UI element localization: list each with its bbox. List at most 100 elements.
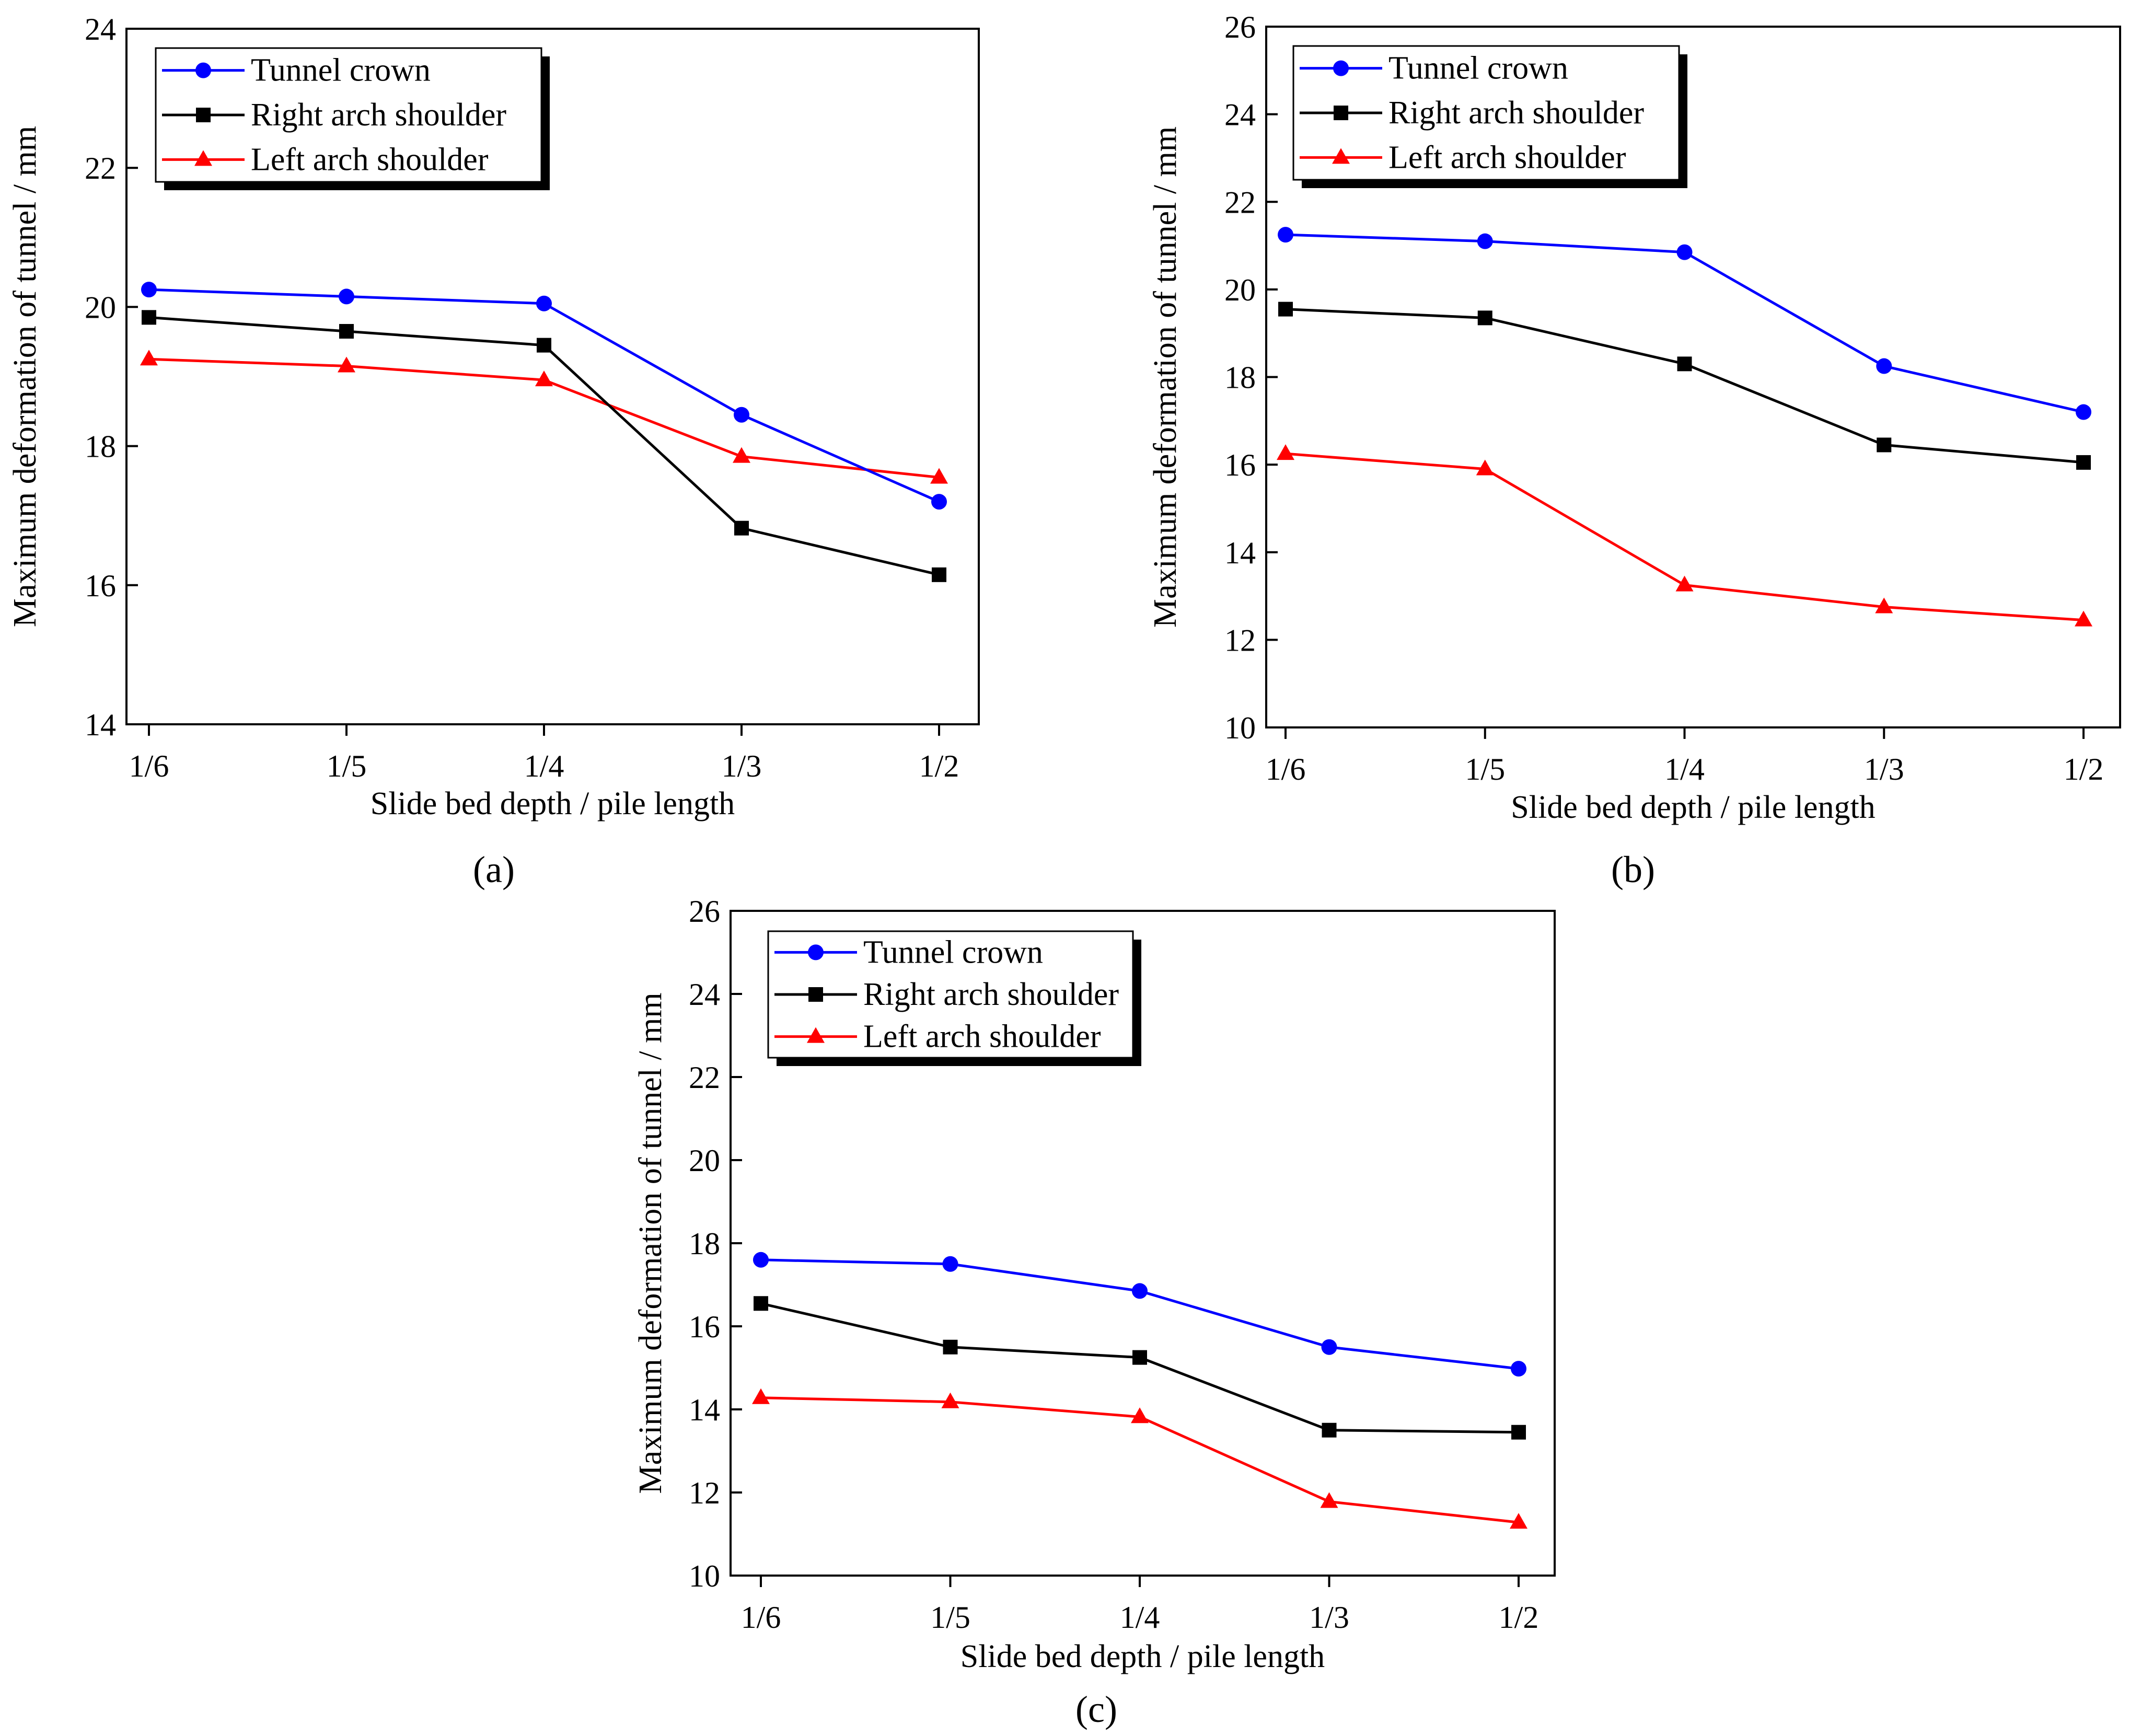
y-tick-label: 12 xyxy=(1224,623,1256,657)
y-tick-label: 10 xyxy=(1224,711,1256,745)
chart-panel-a: 14 16 18 20 22 24 1/6 1/5 1/4 1/3 1/2 Slide bed dep… xyxy=(7,12,980,821)
y-tick-label: 20 xyxy=(85,290,116,325)
panel-label-b: (b) xyxy=(1611,849,1655,890)
x-axis-title: Slide bed depth / pile length xyxy=(371,786,735,821)
data-point-tunnel-crown xyxy=(1132,1283,1148,1299)
legend-label-left-arch-shoulder: Left arch shoulder xyxy=(863,1019,1101,1055)
x-tick-label: 1/3 xyxy=(1864,752,1904,786)
x-tick-label: 1/6 xyxy=(741,1600,781,1635)
data-point-tunnel-crown xyxy=(734,407,749,423)
data-point-left-arch-shoulder xyxy=(140,350,158,366)
data-point-left-arch-shoulder xyxy=(1510,1513,1527,1529)
y-tick-label: 22 xyxy=(689,1060,720,1095)
legend-marker-right-arch-shoulder xyxy=(196,108,211,122)
y-tick-label: 20 xyxy=(1224,273,1256,307)
x-tick-label: 1/6 xyxy=(1266,752,1306,786)
data-point-left-arch-shoulder xyxy=(338,356,355,373)
data-point-right-arch-shoulder xyxy=(1511,1425,1526,1440)
y-tick-label: 16 xyxy=(1224,448,1256,482)
data-point-tunnel-crown xyxy=(339,288,354,305)
legend: Tunnel crown Right arch shoulder Left arch… xyxy=(767,930,1141,1066)
y-tick-label: 24 xyxy=(85,12,116,47)
data-point-left-arch-shoulder xyxy=(535,371,553,387)
data-point-right-arch-shoulder xyxy=(142,310,156,325)
x-tick-label: 1/4 xyxy=(1120,1600,1160,1635)
data-point-tunnel-crown xyxy=(141,282,157,298)
y-tick-label: 20 xyxy=(689,1143,720,1178)
legend-marker-tunnel-crown xyxy=(195,62,211,78)
data-point-right-arch-shoulder xyxy=(1322,1422,1337,1438)
x-tick-label: 1/4 xyxy=(524,749,564,783)
data-point-right-arch-shoulder xyxy=(1278,302,1293,317)
y-tick-label: 24 xyxy=(1224,98,1256,132)
data-point-tunnel-crown xyxy=(931,494,947,510)
legend-label-left-arch-shoulder: Left arch shoulder xyxy=(1388,140,1626,175)
legend-label-tunnel-crown: Tunnel crown xyxy=(1388,51,1568,86)
x-tick-label: 1/3 xyxy=(1309,1600,1349,1635)
y-tick-label: 14 xyxy=(85,708,116,742)
y-tick-label: 22 xyxy=(1224,185,1256,219)
data-point-left-arch-shoulder xyxy=(1131,1407,1149,1423)
legend-marker-left-arch-shoulder xyxy=(194,150,212,166)
legend-label-left-arch-shoulder: Left arch shoulder xyxy=(251,142,489,177)
data-point-left-arch-shoulder xyxy=(930,468,948,484)
x-tick-label: 1/2 xyxy=(1499,1600,1539,1635)
data-point-tunnel-crown xyxy=(1876,358,1892,374)
data-point-right-arch-shoulder xyxy=(537,338,551,353)
y-tick-label: 24 xyxy=(689,977,720,1012)
series-line-left-arch-shoulder xyxy=(1285,452,2084,622)
data-point-tunnel-crown xyxy=(1676,244,1693,260)
y-tick-label: 18 xyxy=(1224,361,1256,395)
legend-label-right-arch-shoulder: Right arch shoulder xyxy=(1388,95,1644,131)
data-point-tunnel-crown xyxy=(1278,227,1293,243)
legend-label-tunnel-crown: Tunnel crown xyxy=(251,53,431,88)
data-point-left-arch-shoulder xyxy=(941,1392,959,1408)
y-tick-label: 18 xyxy=(85,430,116,464)
legend-marker-right-arch-shoulder xyxy=(1334,106,1348,120)
y-tick-label: 10 xyxy=(689,1559,720,1593)
data-point-tunnel-crown xyxy=(1321,1339,1337,1355)
data-point-right-arch-shoulder xyxy=(1677,356,1692,372)
data-point-right-arch-shoulder xyxy=(339,323,354,339)
legend-label-right-arch-shoulder: Right arch shoulder xyxy=(863,977,1119,1012)
y-tick-label: 16 xyxy=(85,569,116,603)
series-line-right-arch-shoulder xyxy=(148,316,940,576)
x-tick-label: 1/3 xyxy=(722,749,762,783)
y-axis-title: Maximum deformation of tunnel / mm xyxy=(633,992,668,1494)
data-point-tunnel-crown xyxy=(753,1252,769,1268)
data-point-tunnel-crown xyxy=(1511,1361,1526,1377)
legend-marker-right-arch-shoulder xyxy=(808,987,823,1002)
chart-panel-b: 10 12 14 16 18 20 22 24 26 1/6 1/5 1/4 1/3 1/2 Slide b… xyxy=(1148,10,2121,825)
data-point-tunnel-crown xyxy=(942,1256,958,1272)
y-tick-label: 18 xyxy=(689,1226,720,1261)
plot-frame xyxy=(125,28,980,725)
data-point-left-arch-shoulder xyxy=(733,447,750,463)
series-line-tunnel-crown xyxy=(1285,233,2084,413)
data-point-tunnel-crown xyxy=(1477,233,1493,249)
y-tick-label: 22 xyxy=(85,151,116,186)
panel-label-a: (a) xyxy=(473,849,515,890)
y-tick-label: 26 xyxy=(1224,10,1256,44)
x-tick-label: 1/2 xyxy=(2064,752,2104,786)
legend-marker-tunnel-crown xyxy=(808,944,824,960)
data-point-left-arch-shoulder xyxy=(1320,1492,1338,1508)
legend-label-right-arch-shoulder: Right arch shoulder xyxy=(251,97,506,133)
legend: Tunnel crown Right arch shoulder Left arch… xyxy=(1292,45,1687,188)
data-point-right-arch-shoulder xyxy=(1877,437,1892,453)
x-tick-label: 1/5 xyxy=(930,1600,970,1635)
data-point-left-arch-shoulder xyxy=(1476,459,1494,476)
data-point-left-arch-shoulder xyxy=(1875,597,1893,614)
series-line-tunnel-crown xyxy=(148,288,940,503)
data-point-left-arch-shoulder xyxy=(1675,575,1694,592)
x-axis-title: Slide bed depth / pile length xyxy=(960,1639,1325,1674)
x-tick-label: 1/6 xyxy=(129,749,169,783)
data-point-left-arch-shoulder xyxy=(2075,610,2092,627)
y-tick-label: 16 xyxy=(689,1310,720,1344)
data-point-right-arch-shoulder xyxy=(1132,1350,1147,1365)
x-tick-label: 1/5 xyxy=(327,749,367,783)
y-axis-title: Maximum deformation of tunnel / mm xyxy=(7,126,43,627)
y-tick-label: 14 xyxy=(1224,536,1256,570)
y-tick-label: 14 xyxy=(689,1393,720,1427)
data-point-left-arch-shoulder xyxy=(1277,444,1294,460)
